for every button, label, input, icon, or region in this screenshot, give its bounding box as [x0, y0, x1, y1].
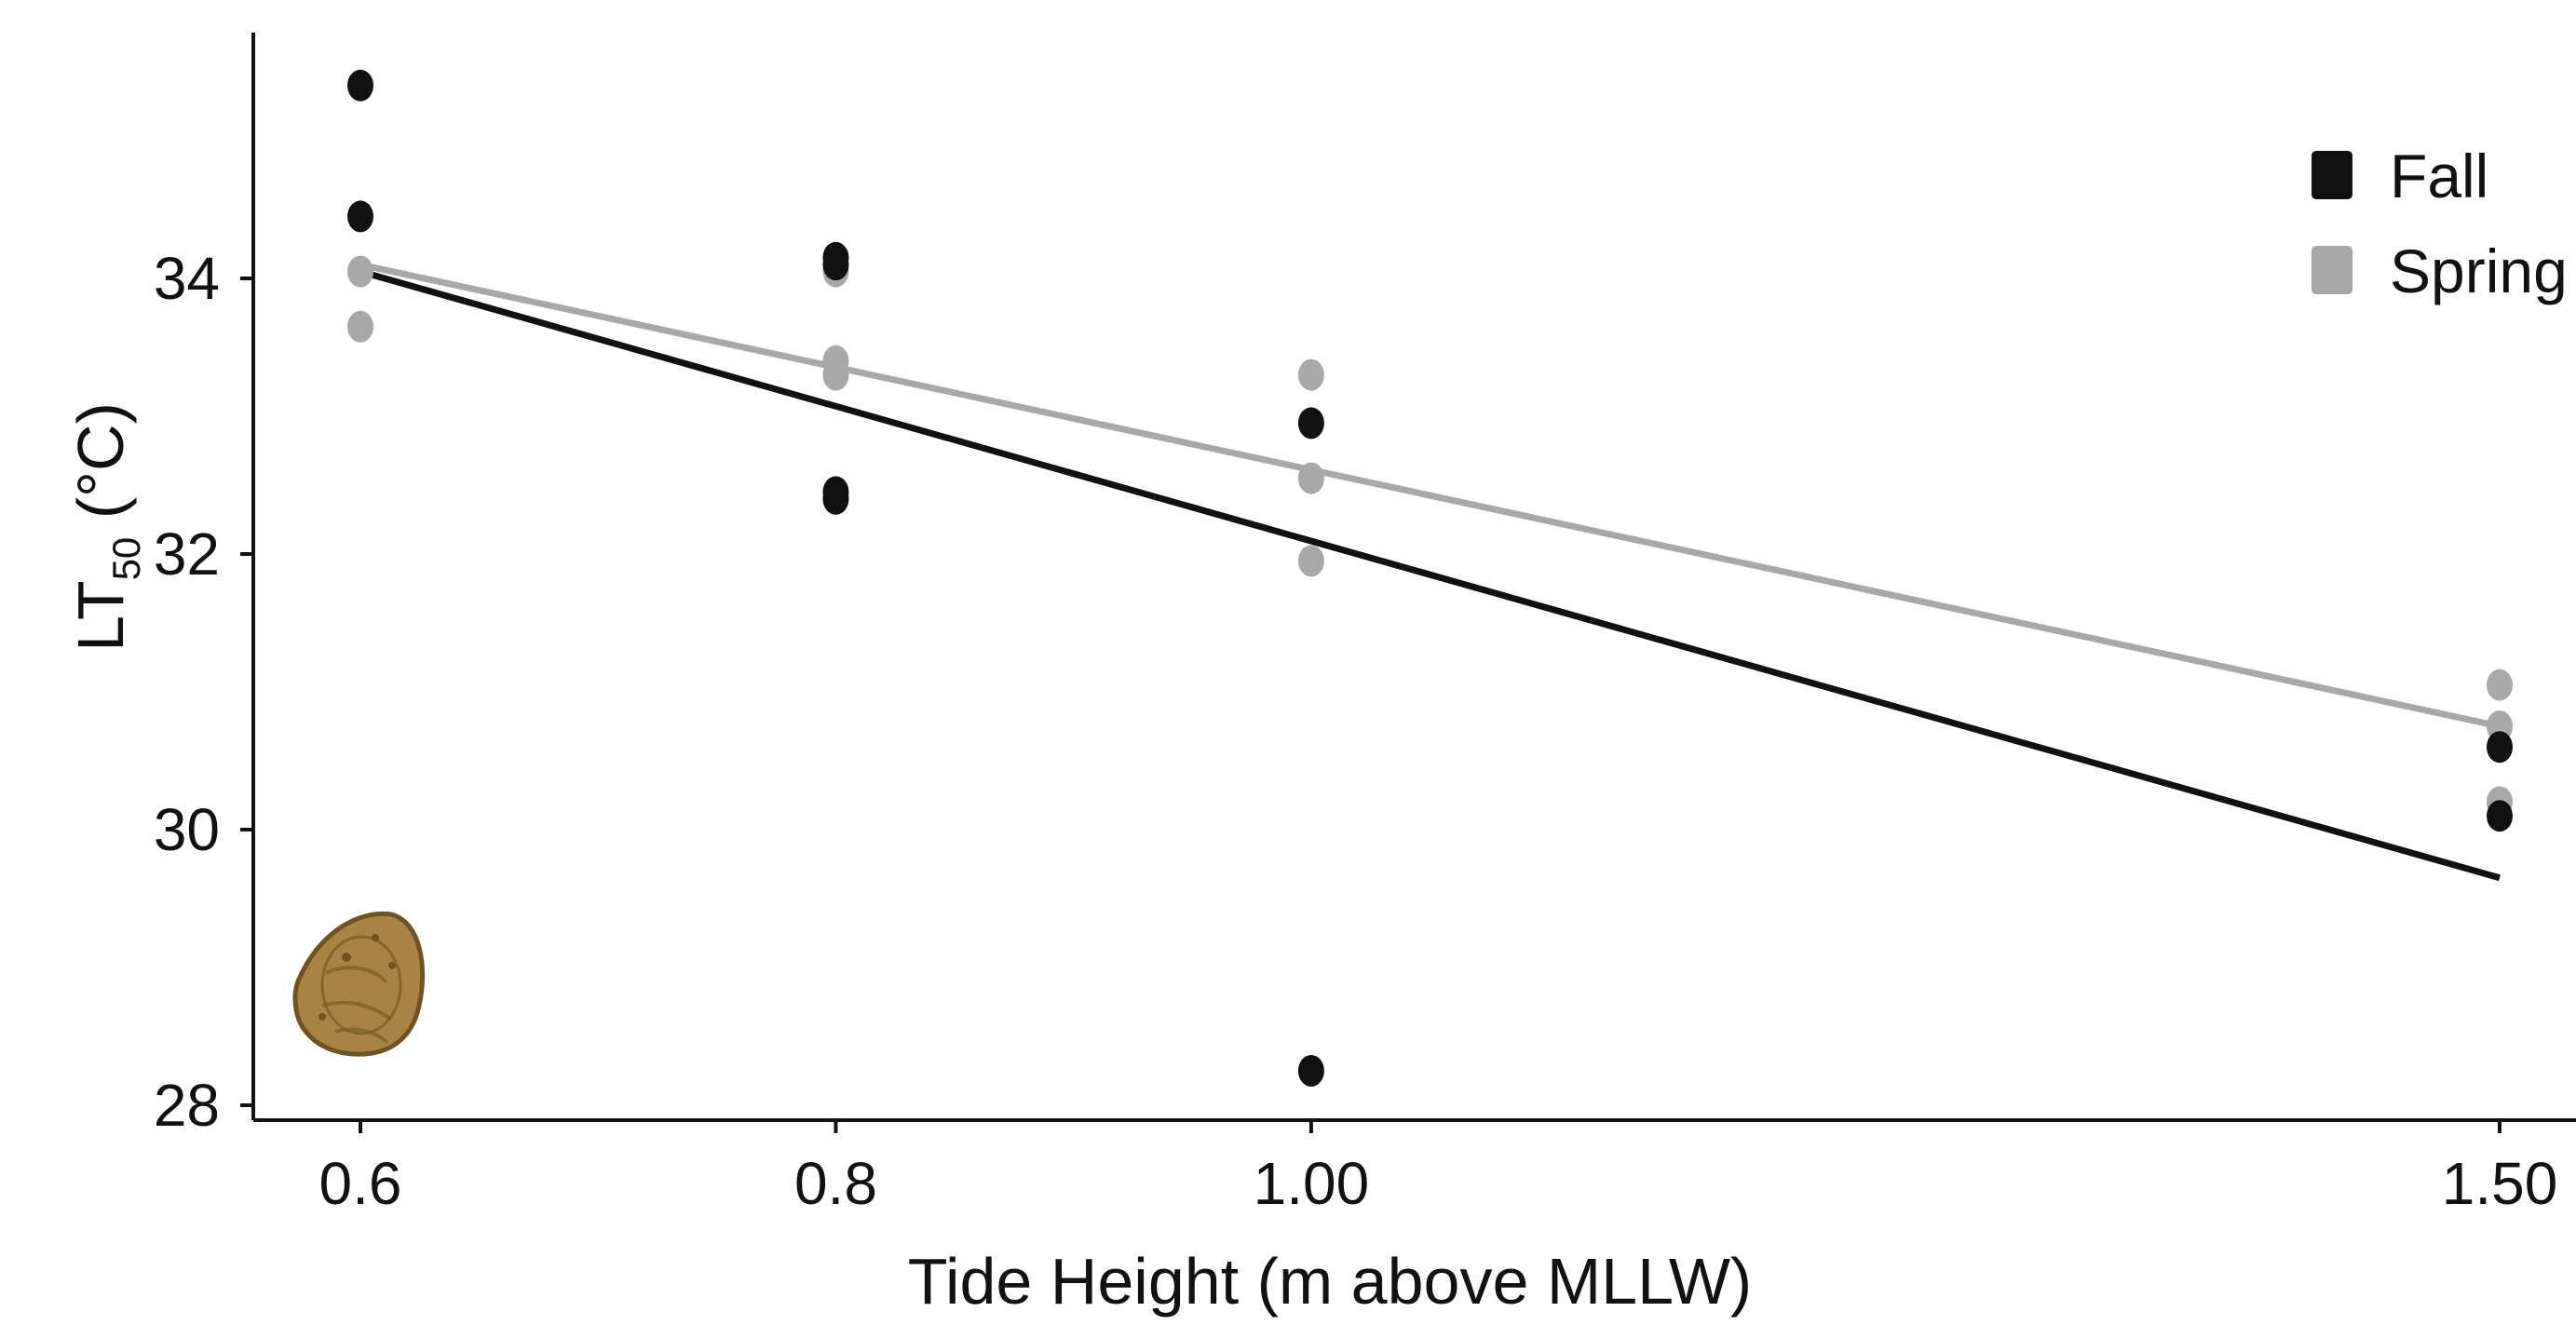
point-spring-5: [1297, 358, 1324, 391]
fit-line-spring: [359, 261, 2501, 730]
x-tick-label-1.00: 1.00: [1254, 1150, 1370, 1217]
point-spring-4: [822, 358, 849, 391]
y-tick-label-30: 30: [154, 796, 220, 863]
points: [347, 69, 2513, 1087]
y-ticks: 28 30 32 34: [154, 245, 253, 1139]
y-tick-label-28: 28: [154, 1072, 220, 1139]
axes: 28 30 32 34 0.6 0.8 1.00 1.50: [154, 33, 2576, 1217]
point-spring-7: [1297, 545, 1324, 577]
point-fall-8: [2487, 731, 2513, 764]
y-axis-title: LT50 (°C): [64, 402, 148, 652]
y-axis-title-unit: (°C): [64, 402, 137, 537]
y-tick-label-34: 34: [154, 245, 220, 312]
y-tick-label-32: 32: [154, 521, 220, 588]
y-axis-title-subscript: 50: [104, 537, 148, 581]
point-fall-5: [822, 482, 849, 515]
legend: Fall Spring: [2312, 142, 2568, 305]
legend-label-spring: Spring: [2390, 237, 2568, 305]
point-fall-0: [347, 69, 373, 101]
svg-text:LT50 (°C): LT50 (°C): [64, 402, 148, 652]
point-fall-9: [2487, 800, 2513, 832]
x-axis-title: Tide Height (m above MLLW): [908, 1245, 1752, 1318]
x-tick-label-0.6: 0.6: [319, 1150, 402, 1217]
point-fall-1: [347, 200, 373, 233]
point-spring-1: [347, 310, 373, 343]
legend-swatch-fall: [2312, 151, 2352, 199]
point-spring-0: [347, 255, 373, 288]
y-axis-title-main: LT: [64, 580, 137, 652]
fit-lines: [359, 261, 2501, 882]
x-tick-label-1.50: 1.50: [2442, 1150, 2558, 1217]
limpet-shell-icon: [292, 911, 426, 1057]
legend-swatch-spring: [2312, 246, 2352, 294]
point-fall-6: [1297, 407, 1324, 439]
fit-line-fall: [359, 268, 2501, 882]
point-fall-3: [822, 249, 849, 281]
point-fall-7: [1297, 1055, 1324, 1087]
x-ticks: 0.6 0.8 1.00 1.50: [319, 1120, 2558, 1217]
point-spring-8: [2487, 669, 2513, 701]
legend-label-fall: Fall: [2390, 142, 2488, 210]
x-tick-label-0.8: 0.8: [794, 1150, 877, 1217]
point-spring-6: [1297, 462, 1324, 494]
